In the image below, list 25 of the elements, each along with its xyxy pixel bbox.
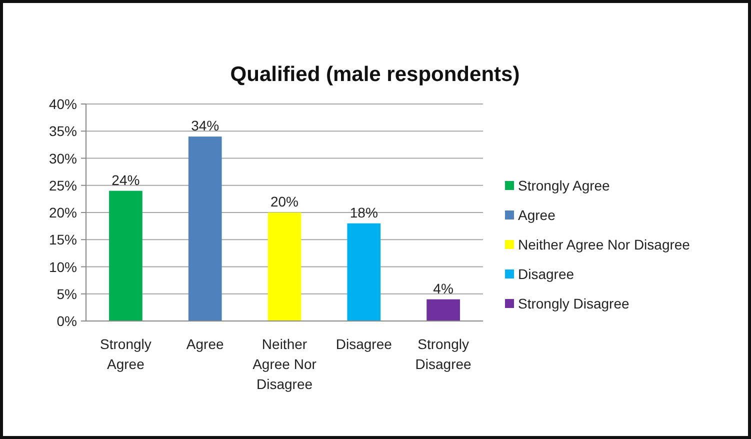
- y-tick-label: 0%: [56, 313, 77, 329]
- chart-title: Qualified (male respondents): [230, 63, 520, 86]
- x-tick-label: Strongly Agree: [100, 336, 152, 372]
- legend-label: Agree: [518, 207, 556, 223]
- x-tick-label: Agree: [186, 336, 224, 352]
- x-tick-label: Strongly Disagree: [415, 336, 472, 372]
- legend-label: Strongly Disagree: [518, 296, 630, 312]
- y-tick-label: 25%: [48, 177, 77, 194]
- y-tick-label: 20%: [48, 204, 77, 220]
- legend-label: Strongly Agree: [518, 178, 610, 194]
- y-tick-label: 10%: [48, 258, 77, 275]
- data-label: 20%: [270, 194, 299, 210]
- x-tick-label: Disagree: [336, 336, 392, 352]
- data-label: 34%: [191, 118, 220, 134]
- data-label: 18%: [350, 204, 378, 220]
- y-tick-label: 35%: [48, 123, 77, 140]
- legend-label: Disagree: [518, 266, 574, 282]
- legend-label: Neither Agree Nor Disagree: [518, 236, 690, 252]
- y-tick-label: 30%: [48, 150, 77, 166]
- y-tick-label: 40%: [48, 96, 77, 112]
- x-tick-label: Neither Agree Nor Disagree: [252, 336, 317, 392]
- y-tick-label: 15%: [48, 232, 77, 248]
- data-label: 4%: [433, 280, 454, 296]
- data-label: 24%: [112, 172, 140, 188]
- y-tick-label: 5%: [56, 286, 77, 302]
